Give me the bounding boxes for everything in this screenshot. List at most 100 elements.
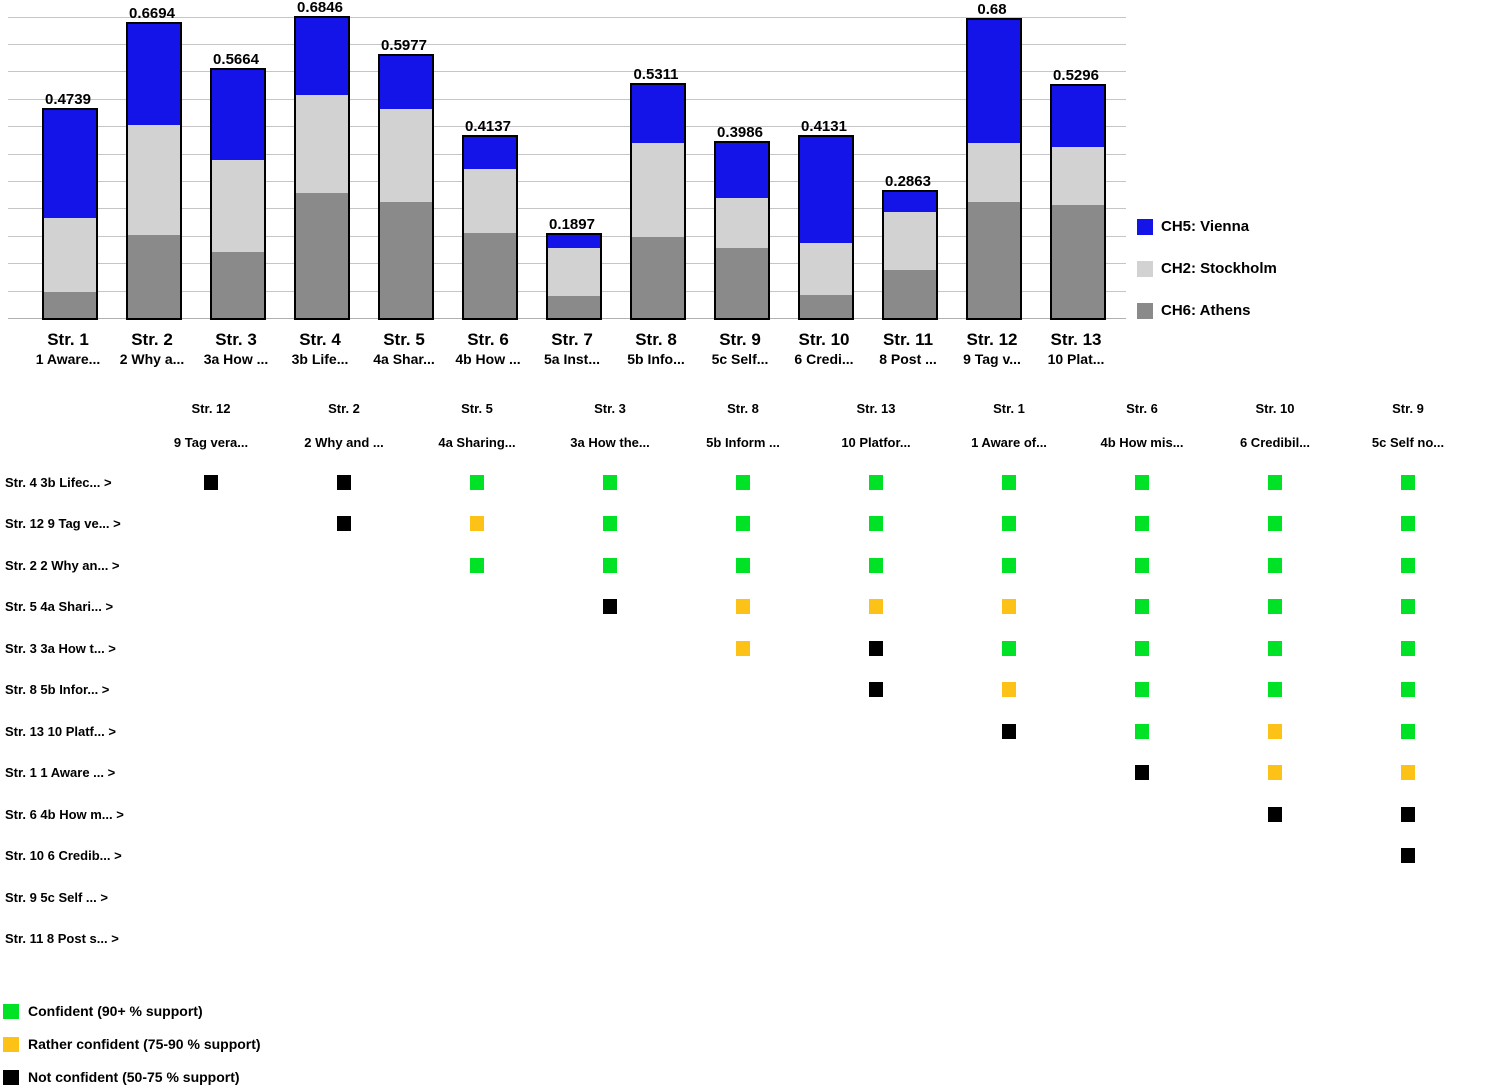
matrix-column-desc: 9 Tag vera... [173, 435, 249, 450]
cell-confident [1401, 475, 1415, 490]
bar-segment-stockholm [44, 218, 96, 292]
bar-segment-stockholm [716, 198, 768, 248]
cell-not-confident [204, 475, 218, 490]
cell-confident [1135, 475, 1149, 490]
bar-str-9 [714, 141, 770, 320]
bar-category-desc: 10 Plat... [1047, 351, 1105, 367]
cell-rather-confident [1401, 765, 1415, 780]
cell-confident [1401, 558, 1415, 573]
matrix-column-desc: 1 Aware of... [971, 435, 1047, 450]
cell-rather-confident [470, 516, 484, 531]
matrix-column-header: Str. 10 [1255, 401, 1295, 416]
bar-value-label: 0.5296 [1053, 67, 1099, 84]
legend-label: CH6: Athens [1161, 302, 1251, 319]
cell-rather-confident [869, 599, 883, 614]
bar-segment-athens [464, 233, 516, 318]
bar-category-desc: 5b Info... [627, 351, 685, 367]
cell-confident [1002, 641, 1016, 656]
bar-segment-stockholm [464, 169, 516, 233]
matrix-column-header: Str. 13 [856, 401, 896, 416]
bar-category-desc: 9 Tag v... [963, 351, 1021, 367]
matrix-column-desc: 4a Sharing... [438, 435, 516, 450]
cell-confident [1268, 475, 1282, 490]
cell-confident [1135, 641, 1149, 656]
cell-rather-confident [1002, 682, 1016, 697]
bar-value-label: 0.4739 [45, 91, 91, 108]
matrix-row-expander[interactable]: Str. 5 4a Shari... > [5, 599, 114, 614]
confidence-legend-label: Not confident (50-75 % support) [28, 1069, 240, 1085]
matrix-row-expander[interactable]: Str. 2 2 Why an... > [5, 558, 120, 573]
gridline [8, 181, 1126, 182]
gridline [8, 208, 1126, 209]
confidence-legend-item: Not confident (50-75 % support) [3, 1069, 240, 1085]
bar-category-desc: 6 Credi... [794, 351, 854, 367]
cell-confident [1135, 516, 1149, 531]
gridline [8, 17, 1126, 18]
cell-not-confident [1401, 848, 1415, 863]
matrix-row-expander[interactable]: Str. 4 3b Lifec... > [5, 475, 112, 490]
bar-value-label: 0.4131 [801, 118, 847, 135]
bar-segment-vienna [380, 56, 432, 109]
cell-not-confident [1002, 724, 1016, 739]
bar-segment-stockholm [128, 125, 180, 235]
cell-not-confident [337, 475, 351, 490]
matrix-row-expander[interactable]: Str. 8 5b Infor... > [5, 682, 110, 697]
matrix-row-expander[interactable]: Str. 11 8 Post s... > [5, 931, 119, 946]
matrix-column-header: Str. 8 [727, 401, 759, 416]
matrix-column-desc: 2 Why and ... [304, 435, 384, 450]
bar-segment-vienna [44, 110, 96, 218]
bar-segment-athens [128, 235, 180, 318]
bar-segment-athens [548, 296, 600, 318]
bar-str-7 [546, 233, 602, 320]
bar-value-label: 0.6694 [129, 5, 175, 22]
bar-segment-athens [380, 202, 432, 318]
bar-value-label: 0.5664 [213, 51, 259, 68]
bar-str-8 [630, 83, 686, 320]
bar-segment-stockholm [968, 143, 1020, 202]
cell-not-confident [1268, 807, 1282, 822]
gridline [8, 154, 1126, 155]
matrix-column-header: Str. 12 [191, 401, 231, 416]
cell-confident [1401, 516, 1415, 531]
legend-item: CH2: Stockholm [1137, 260, 1277, 277]
bar-category-label: Str. 7 [551, 330, 593, 349]
cell-confident [1135, 682, 1149, 697]
matrix-row-expander[interactable]: Str. 13 10 Platf... > [5, 724, 116, 739]
matrix-column-desc: 3a How the... [570, 435, 650, 450]
bar-segment-athens [212, 252, 264, 318]
matrix-row-expander[interactable]: Str. 12 9 Tag ve... > [5, 516, 121, 531]
confidence-legend-label: Confident (90+ % support) [28, 1003, 203, 1019]
bar-category-label: Str. 9 [719, 330, 761, 349]
matrix-row-expander[interactable]: Str. 6 4b How m... > [5, 807, 124, 822]
bar-segment-vienna [884, 192, 936, 212]
bar-value-label: 0.5977 [381, 37, 427, 54]
bar-segment-stockholm [296, 95, 348, 193]
bar-str-10 [798, 135, 854, 320]
bar-str-2 [126, 22, 182, 320]
bar-segment-athens [968, 202, 1020, 318]
bar-segment-vienna [1052, 86, 1104, 147]
matrix-row-expander[interactable]: Str. 9 5c Self ... > [5, 890, 108, 905]
gridline [8, 126, 1126, 127]
bar-category-desc: 4b How ... [455, 351, 521, 367]
bar-category-desc: 5a Inst... [543, 351, 601, 367]
bar-str-3 [210, 68, 266, 320]
bar-segment-vienna [464, 137, 516, 169]
bar-segment-stockholm [380, 109, 432, 202]
cell-not-confident [869, 641, 883, 656]
cell-confident [1268, 516, 1282, 531]
cell-confident [1268, 558, 1282, 573]
bar-category-desc: 5c Self... [711, 351, 769, 367]
bar-value-label: 0.4137 [465, 118, 511, 135]
matrix-row-expander[interactable]: Str. 10 6 Credib... > [5, 848, 122, 863]
matrix-row-expander[interactable]: Str. 1 1 Aware ... > [5, 765, 116, 780]
bar-segment-vienna [128, 24, 180, 125]
bar-segment-stockholm [800, 243, 852, 295]
bar-category-label: Str. 12 [966, 330, 1018, 349]
bar-segment-vienna [632, 85, 684, 143]
bar-value-label: 0.5311 [633, 66, 679, 83]
legend-item: CH6: Athens [1137, 302, 1250, 319]
matrix-row-expander[interactable]: Str. 3 3a How t... > [5, 641, 116, 656]
bar-segment-vienna [296, 18, 348, 95]
bar-segment-vienna [800, 137, 852, 243]
